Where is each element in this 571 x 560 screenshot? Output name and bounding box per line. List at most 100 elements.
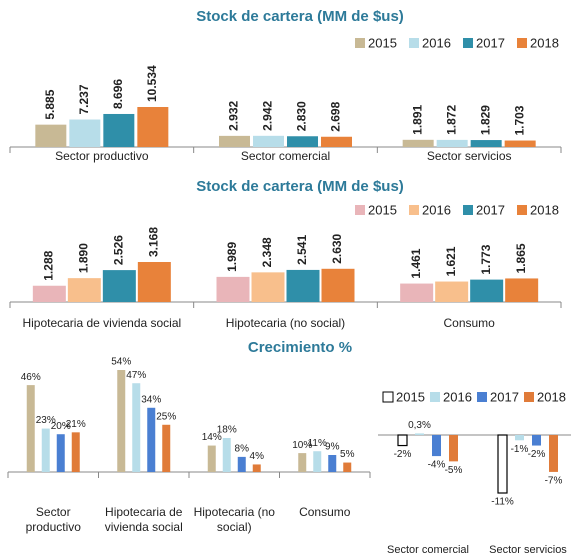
- bar: [497, 434, 508, 494]
- bar: [504, 140, 536, 147]
- value-label: 5%: [340, 449, 355, 460]
- value-label: -7%: [545, 476, 563, 487]
- value-label: 2.630: [330, 233, 344, 263]
- value-label: 1.288: [42, 250, 56, 280]
- value-label: 1.703: [512, 105, 526, 135]
- legend-label: 2015: [396, 389, 425, 404]
- value-label: 2.698: [329, 101, 343, 131]
- legend-label: 2016: [443, 389, 472, 404]
- value-label: 8.696: [111, 79, 125, 109]
- category-label: Hipotecaria de vivienda social: [104, 505, 183, 534]
- legend-label: 2015: [368, 35, 397, 50]
- legend-label: 2017: [490, 389, 519, 404]
- bar: [252, 464, 261, 472]
- value-label: 10%: [292, 440, 312, 451]
- legend-swatch: [409, 205, 419, 215]
- bar: [26, 385, 35, 472]
- category-label: Sector productivo: [25, 505, 81, 534]
- bar: [449, 435, 458, 462]
- category-label: Hipotecaria de vivienda social: [22, 316, 181, 330]
- value-label: 10.534: [145, 65, 159, 102]
- category-label: Sector comercial: [241, 149, 330, 163]
- bar: [102, 270, 136, 302]
- legend-label: 2018: [537, 389, 566, 404]
- value-label: 9%: [325, 442, 340, 453]
- value-label: -2%: [528, 449, 546, 460]
- legend-swatch: [517, 205, 527, 215]
- legend-swatch: [477, 392, 487, 402]
- value-label: 1.872: [444, 105, 458, 135]
- value-label: 20%: [51, 421, 71, 432]
- value-label: 46%: [21, 372, 41, 383]
- chart: Crecimiento % Sector productivo 46% 23%20%2…: [7, 339, 371, 534]
- bar: [103, 113, 135, 147]
- bar: [147, 407, 156, 472]
- value-label: 34%: [141, 394, 161, 405]
- value-label: 4%: [250, 451, 265, 462]
- value-label: 47%: [126, 370, 146, 381]
- bar: [69, 119, 101, 147]
- legend-swatch: [524, 392, 534, 402]
- value-label: -11%: [491, 497, 514, 508]
- value-label: 5.885: [43, 89, 57, 119]
- category-label: Sector productivo: [55, 149, 149, 163]
- category-label: Sector servicios: [489, 544, 567, 556]
- legend-swatch: [382, 391, 394, 403]
- bar: [251, 272, 285, 302]
- bar: [549, 435, 558, 472]
- bar: [470, 279, 504, 302]
- bar: [397, 434, 408, 447]
- bar: [137, 262, 171, 302]
- bar: [253, 135, 284, 147]
- bar: [328, 455, 337, 472]
- bar: [41, 428, 50, 472]
- legend-swatch: [463, 38, 473, 48]
- legend-label: 2017: [476, 35, 505, 50]
- bar: [287, 136, 318, 147]
- value-label: 23%: [36, 415, 56, 426]
- bar: [216, 276, 250, 302]
- legend-swatch: [409, 38, 419, 48]
- category-box: Hipotecaria de vivienda social: [104, 505, 183, 534]
- bar: [222, 438, 231, 472]
- value-label: 2.942: [261, 100, 275, 130]
- bar: [286, 269, 320, 302]
- value-label: 11%: [308, 438, 327, 449]
- chart-title: Crecimiento %: [248, 339, 352, 356]
- bar: [71, 432, 80, 472]
- value-label: 7.237: [77, 84, 91, 114]
- bar: [117, 370, 126, 472]
- value-label: 1.461: [409, 248, 423, 278]
- bar: [137, 107, 169, 147]
- legend-label: 2018: [530, 202, 559, 217]
- bar: [132, 383, 141, 472]
- value-label: 1.890: [77, 243, 91, 273]
- chart-title: Stock de cartera (MM de $us): [196, 178, 404, 195]
- value-label: 2.932: [227, 101, 241, 131]
- value-label: 1.989: [225, 242, 239, 272]
- bar: [207, 445, 216, 472]
- value-label: 21%: [66, 419, 86, 430]
- bar: [321, 268, 355, 302]
- chart: 2015 2016 2017 2018 Sector comercial -2% 0,3% -…: [378, 389, 571, 556]
- value-label: -2%: [394, 449, 412, 460]
- category-box: Consumo: [299, 505, 350, 519]
- value-label: 18%: [217, 425, 237, 436]
- chart: Stock de cartera (MM de $us) 2015 2016 2017…: [9, 8, 562, 163]
- value-label: 2.541: [295, 235, 309, 265]
- bar: [162, 424, 171, 472]
- bar: [415, 433, 424, 435]
- bar: [436, 139, 468, 147]
- category-box: Hipotecaria (no social): [194, 505, 275, 534]
- legend-swatch: [517, 38, 527, 48]
- legend-swatch: [463, 205, 473, 215]
- value-label: 14%: [202, 432, 222, 443]
- legend-swatch: [430, 392, 440, 402]
- value-label: 2.348: [260, 237, 274, 267]
- bar: [219, 135, 250, 147]
- value-label: 1.865: [514, 243, 528, 273]
- value-label: 1.621: [444, 246, 458, 276]
- legend-swatch: [355, 205, 365, 215]
- value-label: 1.829: [478, 105, 492, 135]
